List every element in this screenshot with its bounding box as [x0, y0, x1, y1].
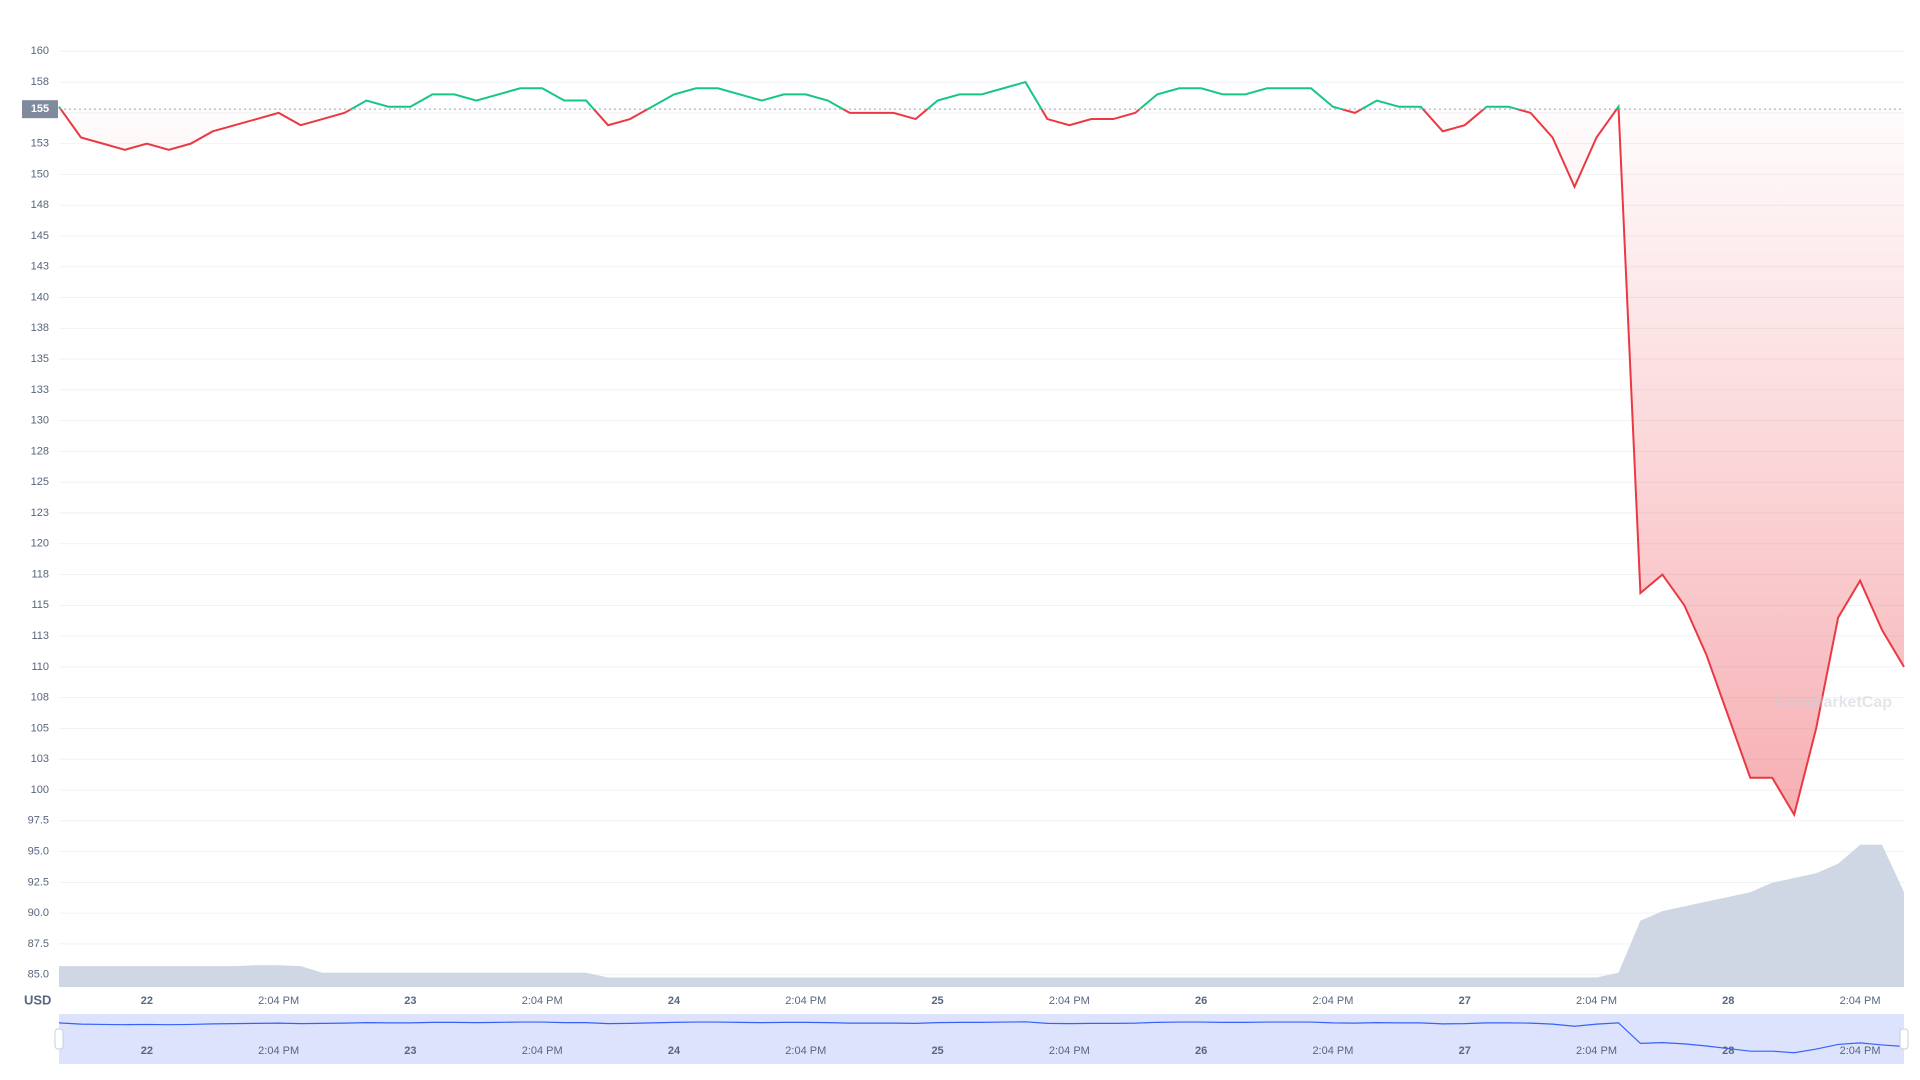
- y-tick-label: 90.0: [28, 907, 49, 919]
- navigator-x-label: 25: [931, 1045, 943, 1057]
- loss-area: [59, 109, 1904, 815]
- y-tick-label: 128: [31, 445, 49, 457]
- navigator-bg: [59, 1014, 1904, 1064]
- y-tick-label: 153: [31, 138, 49, 150]
- price-line-up: [58, 80, 1620, 110]
- x-tick-label: 2:04 PM: [1840, 995, 1881, 1007]
- y-tick-label: 125: [31, 476, 49, 488]
- x-tick-label: 23: [404, 995, 416, 1007]
- y-tick-label: 85.0: [28, 969, 49, 981]
- currency-label: USD: [24, 992, 51, 1007]
- y-tick-label: 143: [31, 261, 49, 273]
- x-tick-label: 27: [1459, 995, 1471, 1007]
- y-tick-label: 138: [31, 322, 49, 334]
- x-tick-label: 22: [141, 995, 153, 1007]
- baseline-tag: [22, 100, 58, 119]
- y-tick-label: 133: [31, 384, 49, 396]
- navigator-x-label: 2:04 PM: [785, 1045, 826, 1057]
- navigator-x-label: 2:04 PM: [258, 1045, 299, 1057]
- navigator-x-label: 28: [1722, 1045, 1734, 1057]
- y-tick-label: 100: [31, 784, 49, 796]
- x-tick-label: 2:04 PM: [1312, 995, 1353, 1007]
- volume-area: [59, 844, 1904, 987]
- y-tick-label: 160: [31, 45, 49, 57]
- y-tick-label: 120: [31, 538, 49, 550]
- navigator-x-label: 24: [668, 1045, 681, 1057]
- navigator-x-label: 26: [1195, 1045, 1207, 1057]
- baseline-label: 155: [31, 103, 49, 115]
- y-tick-label: 110: [31, 661, 49, 673]
- y-tick-label: 123: [31, 507, 49, 519]
- y-tick-label: 95.0: [28, 845, 49, 857]
- x-tick-label: 2:04 PM: [785, 995, 826, 1007]
- y-tick-label: 130: [31, 415, 49, 427]
- y-tick-label: 92.5: [28, 876, 49, 888]
- navigator-x-label: 2:04 PM: [1576, 1045, 1617, 1057]
- y-tick-label: 115: [31, 599, 49, 611]
- y-tick-label: 108: [31, 692, 49, 704]
- navigator-x-label: 2:04 PM: [1312, 1045, 1353, 1057]
- navigator-x-label: 2:04 PM: [522, 1045, 563, 1057]
- y-tick-label: 150: [31, 168, 49, 180]
- x-tick-label: 28: [1722, 995, 1734, 1007]
- y-tick-label: 118: [31, 568, 49, 580]
- y-tick-label: 105: [31, 722, 49, 734]
- watermark: CoinMarketCap: [1775, 694, 1893, 711]
- y-tick-label: 140: [31, 291, 49, 303]
- y-tick-label: 135: [31, 353, 49, 365]
- navigator-x-label: 2:04 PM: [1049, 1045, 1090, 1057]
- navigator-line: [58, 1021, 1905, 1054]
- x-tick-label: 24: [668, 995, 681, 1007]
- y-tick-label: 113: [31, 630, 49, 642]
- y-tick-label: 103: [31, 753, 49, 765]
- navigator-x-label: 23: [404, 1045, 416, 1057]
- x-tick-label: 26: [1195, 995, 1207, 1007]
- price-line-down: [59, 109, 1905, 818]
- y-tick-label: 148: [31, 199, 49, 211]
- navigator-x-label: 2:04 PM: [1840, 1045, 1881, 1057]
- y-tick-label: 87.5: [28, 938, 49, 950]
- navigator-x-label: 22: [141, 1045, 153, 1057]
- y-tick-label: 145: [31, 230, 49, 242]
- navigator-handle[interactable]: [54, 1028, 64, 1050]
- x-tick-label: 2:04 PM: [1576, 995, 1617, 1007]
- navigator-x-label: 27: [1459, 1045, 1471, 1057]
- navigator-handle[interactable]: [1899, 1028, 1909, 1050]
- x-tick-label: 25: [931, 995, 943, 1007]
- x-tick-label: 2:04 PM: [522, 995, 563, 1007]
- x-tick-label: 2:04 PM: [258, 995, 299, 1007]
- x-tick-label: 2:04 PM: [1049, 995, 1090, 1007]
- y-tick-label: 158: [31, 76, 49, 88]
- y-tick-label: 97.5: [28, 815, 49, 827]
